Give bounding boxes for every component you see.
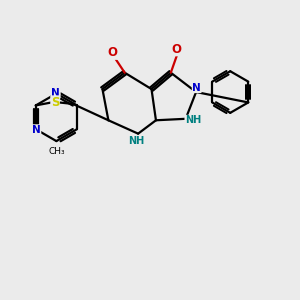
- Text: S: S: [51, 96, 59, 109]
- Text: NH: NH: [128, 136, 145, 146]
- Text: N: N: [51, 88, 60, 98]
- Text: N: N: [192, 82, 201, 93]
- Text: NH: NH: [185, 115, 201, 125]
- Text: N: N: [32, 125, 41, 135]
- Text: CH₃: CH₃: [48, 147, 65, 156]
- Text: O: O: [172, 43, 182, 56]
- Text: O: O: [108, 46, 118, 59]
